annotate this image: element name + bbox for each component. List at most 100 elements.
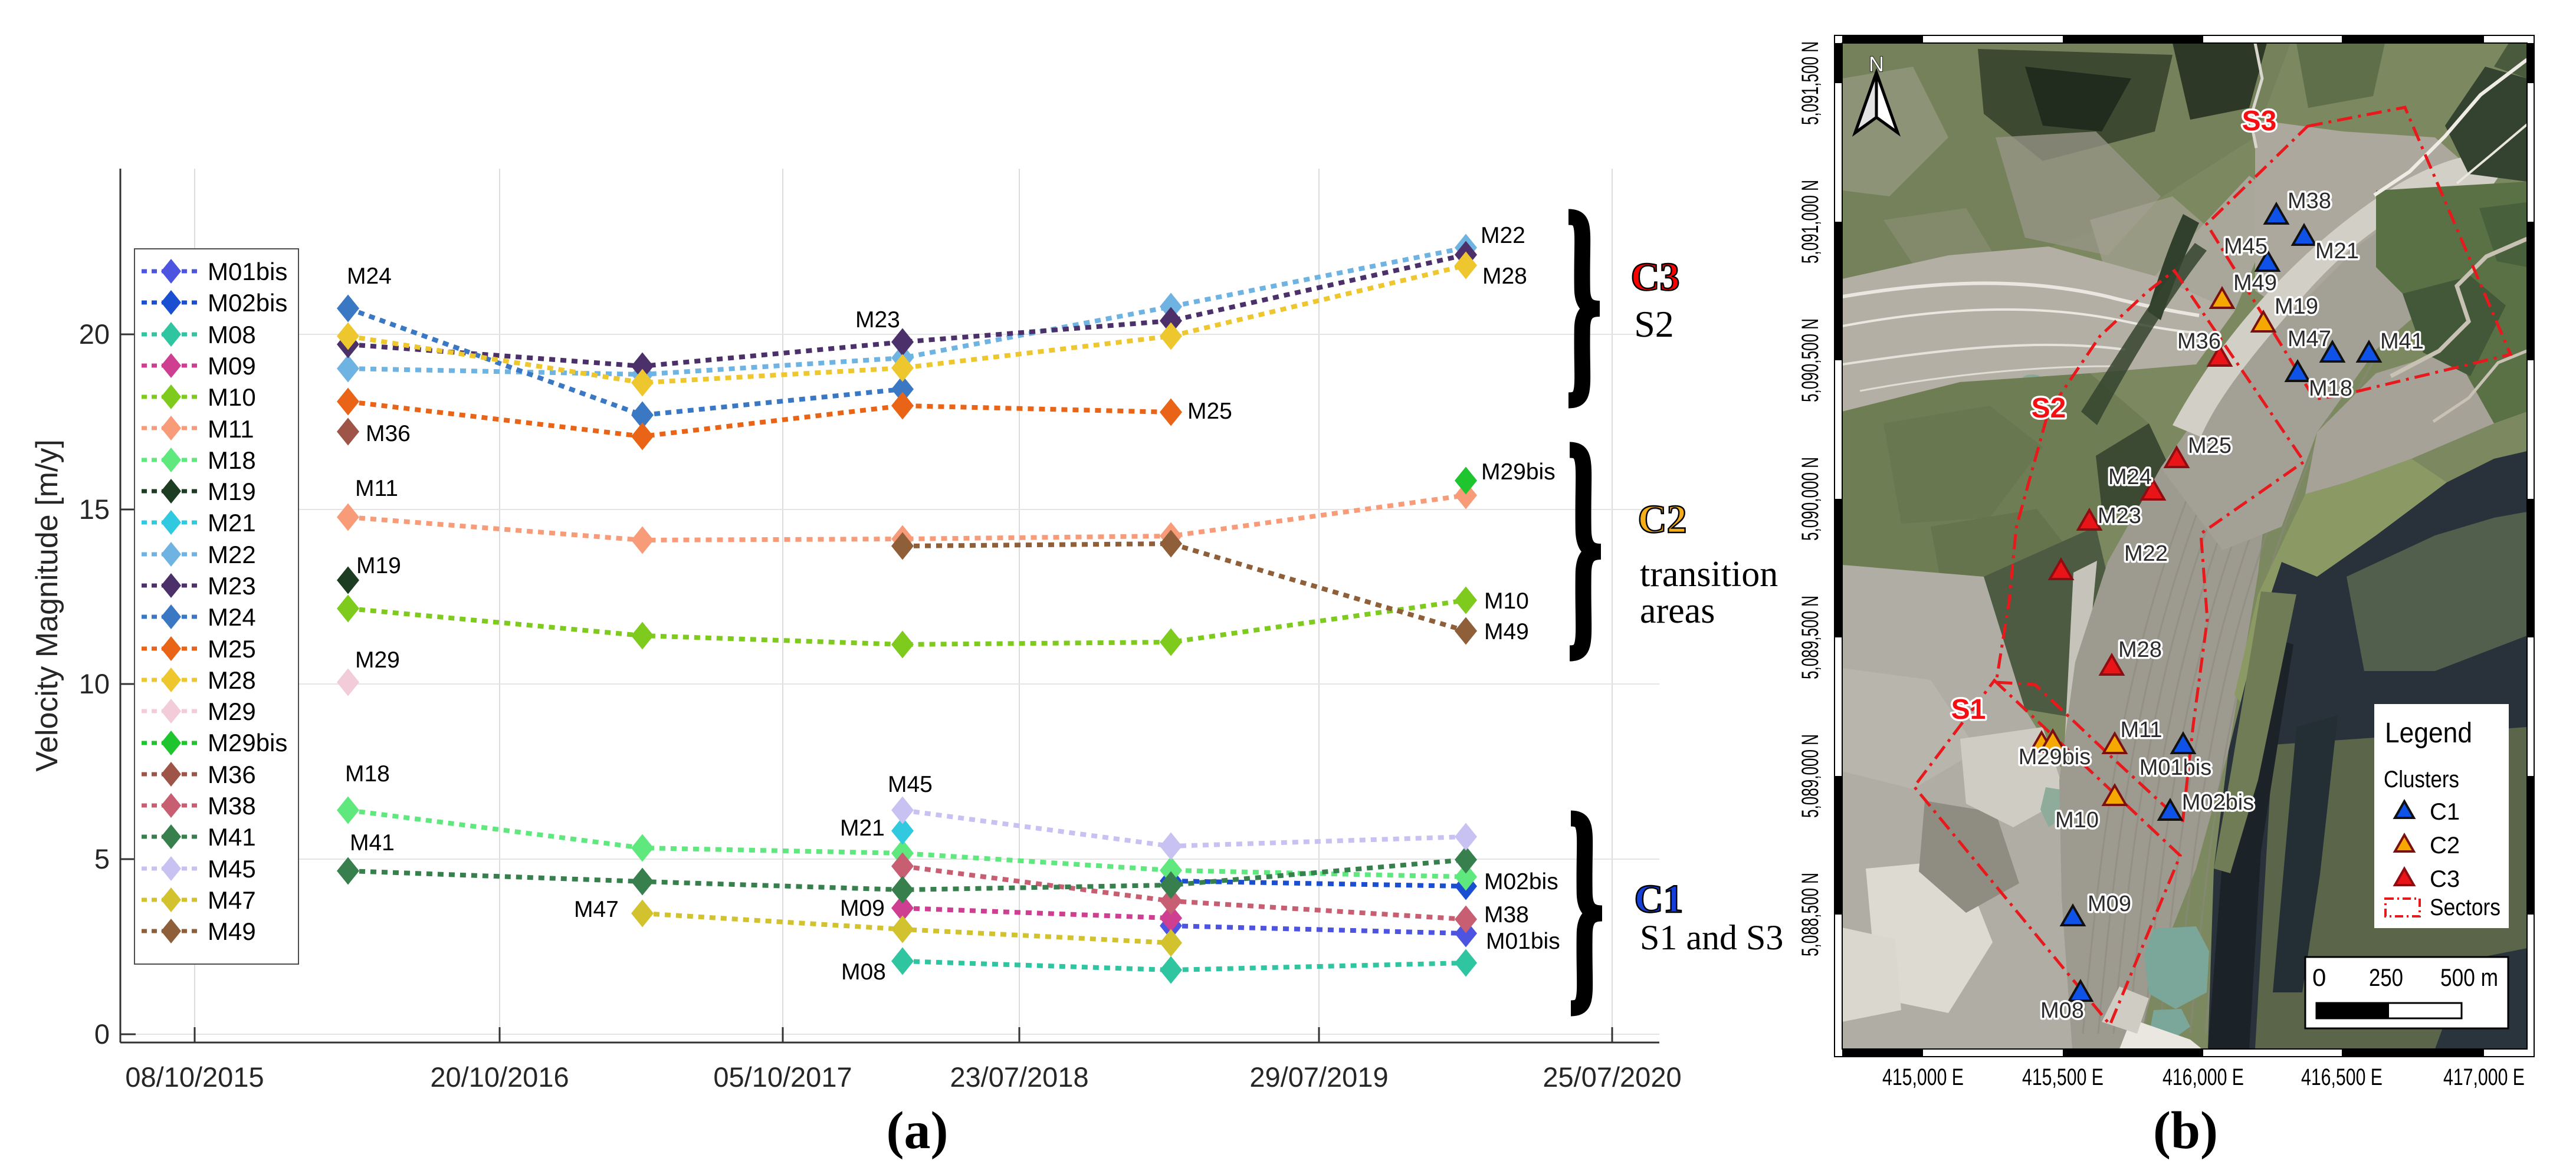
- svg-text:5,091,000 N: 5,091,000 N: [1797, 180, 1823, 264]
- svg-text:C2: C2: [1638, 496, 1686, 541]
- svg-text:08/10/2015: 08/10/2015: [125, 1061, 264, 1093]
- svg-text:M28: M28: [1482, 264, 1527, 289]
- svg-text:M25: M25: [208, 635, 256, 663]
- svg-text:M18: M18: [2309, 376, 2352, 401]
- svg-text:S1: S1: [1951, 694, 1986, 725]
- svg-text:5,089,000 N: 5,089,000 N: [1797, 734, 1823, 818]
- svg-text:M41: M41: [2380, 329, 2424, 354]
- svg-text:M02bis: M02bis: [208, 289, 287, 317]
- svg-text:M18: M18: [345, 761, 390, 787]
- svg-text:M01bis: M01bis: [2139, 755, 2212, 780]
- svg-text:5,090,500 N: 5,090,500 N: [1797, 318, 1823, 402]
- svg-text:C3: C3: [2430, 866, 2460, 892]
- svg-text:M25: M25: [2188, 433, 2232, 458]
- svg-text:M23: M23: [2098, 504, 2141, 528]
- svg-text:415,000 E: 415,000 E: [1882, 1064, 1964, 1090]
- svg-text:M28: M28: [2118, 637, 2162, 662]
- svg-text:M18: M18: [208, 446, 256, 474]
- svg-text:(b): (b): [2153, 1101, 2218, 1160]
- svg-text:S1 and S3: S1 and S3: [1640, 918, 1783, 957]
- svg-text:S2: S2: [2032, 393, 2066, 424]
- svg-text:M01bis: M01bis: [208, 258, 287, 285]
- svg-text:5,088,500 N: 5,088,500 N: [1797, 873, 1823, 956]
- svg-text:M38: M38: [2288, 189, 2331, 213]
- svg-text:M19: M19: [356, 553, 401, 578]
- svg-text:15: 15: [79, 494, 110, 525]
- svg-text:250: 250: [2369, 963, 2403, 991]
- svg-text:416,000 E: 416,000 E: [2162, 1064, 2244, 1090]
- svg-text:05/10/2017: 05/10/2017: [713, 1061, 852, 1093]
- svg-text:M29bis: M29bis: [1481, 459, 1556, 485]
- svg-text:M25: M25: [1187, 399, 1232, 424]
- svg-text:M19: M19: [208, 478, 256, 505]
- svg-text:M29: M29: [355, 647, 400, 673]
- svg-text:N: N: [1869, 52, 1884, 76]
- svg-text:M47: M47: [574, 897, 619, 922]
- svg-text:M24: M24: [347, 264, 392, 289]
- svg-text:S3: S3: [2242, 106, 2277, 137]
- svg-text:M08: M08: [2040, 998, 2084, 1023]
- svg-text:M02bis: M02bis: [1484, 869, 1558, 895]
- svg-text:M21: M21: [2315, 239, 2359, 264]
- svg-text:20: 20: [79, 318, 110, 350]
- svg-text:M10: M10: [208, 383, 256, 411]
- svg-text:M38: M38: [1484, 902, 1529, 928]
- svg-text:M45: M45: [208, 855, 256, 883]
- svg-text:M49: M49: [208, 918, 256, 945]
- svg-text:20/10/2016: 20/10/2016: [430, 1061, 569, 1093]
- svg-text:M41: M41: [350, 830, 395, 856]
- svg-text:Clusters: Clusters: [2384, 767, 2459, 792]
- svg-text:M24: M24: [2108, 465, 2152, 489]
- svg-text:M29bis: M29bis: [2019, 745, 2091, 769]
- svg-text:M09: M09: [208, 352, 256, 380]
- svg-text:M23: M23: [208, 572, 256, 600]
- svg-text:M09: M09: [840, 896, 885, 921]
- svg-text:M22: M22: [208, 541, 256, 568]
- svg-text:M09: M09: [2088, 892, 2131, 916]
- svg-text:M24: M24: [208, 603, 256, 631]
- svg-text:M29: M29: [208, 698, 256, 725]
- svg-text:5,089,500 N: 5,089,500 N: [1797, 596, 1823, 679]
- svg-text:C1: C1: [1634, 876, 1683, 921]
- svg-text:M36: M36: [2177, 329, 2221, 354]
- svg-text:M47: M47: [2288, 327, 2331, 351]
- svg-text:Sectors: Sectors: [2430, 895, 2500, 920]
- svg-text:M11: M11: [355, 476, 398, 501]
- svg-text:M29bis: M29bis: [208, 729, 287, 757]
- svg-text:23/07/2018: 23/07/2018: [950, 1061, 1088, 1093]
- svg-text:M36: M36: [208, 761, 256, 788]
- svg-text:M22: M22: [2124, 541, 2168, 566]
- svg-text:415,500 E: 415,500 E: [2022, 1064, 2104, 1090]
- svg-text:M19: M19: [2275, 294, 2318, 319]
- svg-text:417,000 E: 417,000 E: [2443, 1064, 2525, 1090]
- svg-text:M21: M21: [208, 509, 256, 537]
- svg-text:M41: M41: [208, 823, 256, 851]
- svg-text:M45: M45: [888, 772, 933, 797]
- svg-text:0: 0: [2312, 963, 2326, 991]
- svg-text:C2: C2: [2430, 833, 2460, 859]
- svg-text:29/07/2019: 29/07/2019: [1249, 1061, 1388, 1093]
- svg-text:5,091,500 N: 5,091,500 N: [1797, 41, 1823, 125]
- svg-text:25/07/2020: 25/07/2020: [1543, 1061, 1681, 1093]
- svg-text:transition: transition: [1640, 554, 1778, 594]
- svg-text:M01bis: M01bis: [1486, 929, 1560, 954]
- svg-text:M11: M11: [2120, 718, 2162, 742]
- svg-text:M36: M36: [366, 421, 411, 446]
- svg-text:0: 0: [94, 1018, 110, 1050]
- svg-text:M08: M08: [208, 321, 256, 348]
- svg-text:5,090,000 N: 5,090,000 N: [1797, 457, 1823, 541]
- svg-text:M10: M10: [1484, 588, 1529, 614]
- svg-text:Legend: Legend: [2385, 718, 2472, 749]
- svg-text:M45: M45: [2224, 234, 2267, 259]
- svg-text:M49: M49: [1484, 619, 1529, 644]
- svg-text:M21: M21: [840, 815, 885, 841]
- svg-text:M47: M47: [208, 886, 256, 914]
- svg-text:500 m: 500 m: [2440, 963, 2498, 991]
- svg-text:C3: C3: [1630, 254, 1679, 299]
- svg-text:10: 10: [79, 668, 110, 699]
- svg-text:(a): (a): [887, 1101, 949, 1160]
- svg-text:M23: M23: [855, 307, 900, 333]
- svg-text:areas: areas: [1640, 591, 1715, 631]
- svg-text:S2: S2: [1634, 303, 1674, 345]
- svg-text:416,500 E: 416,500 E: [2301, 1064, 2383, 1090]
